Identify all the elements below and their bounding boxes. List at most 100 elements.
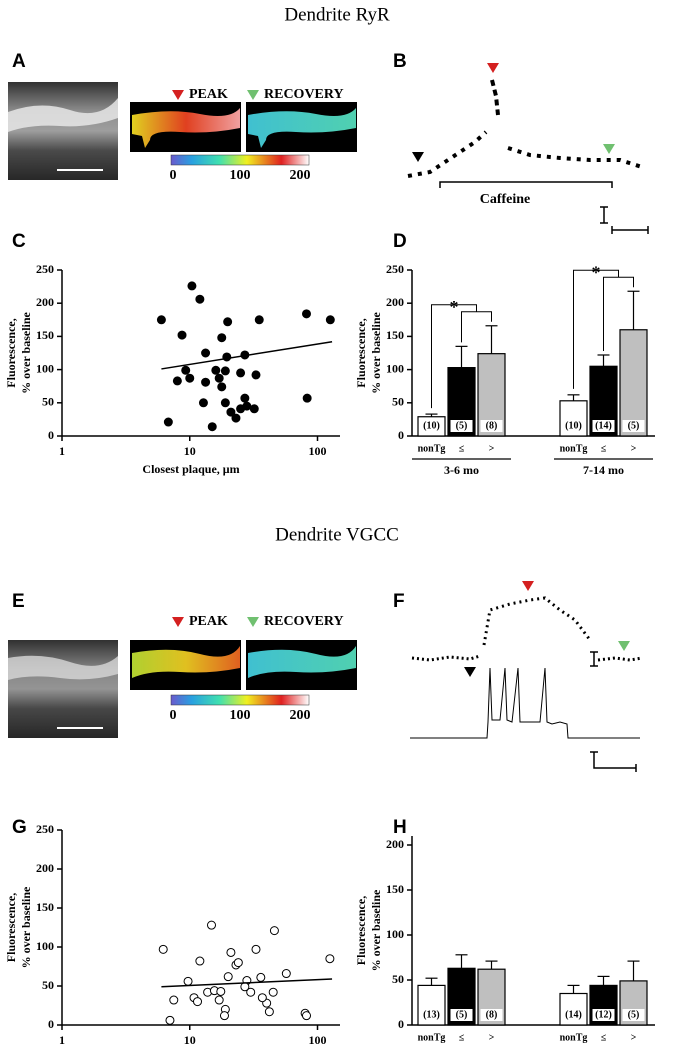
data-point — [219, 1011, 229, 1021]
n-label-bg — [450, 1009, 473, 1021]
data-point — [233, 958, 243, 968]
scale-bar — [590, 751, 637, 772]
recovery-label: RECOVERY — [264, 614, 344, 629]
voltage-trace — [410, 667, 640, 739]
data-point — [223, 317, 233, 327]
fit-line — [161, 978, 333, 988]
colorbar-tick: 100 — [230, 168, 251, 183]
y-tick-label: 200 — [36, 861, 54, 875]
y-tick-label: 250 — [36, 262, 54, 276]
micrograph-shade — [8, 640, 118, 738]
y-tick-label: 200 — [386, 837, 404, 851]
n-label: (14) — [595, 420, 612, 431]
data-point — [268, 987, 278, 997]
data-point — [251, 944, 261, 954]
colorbar-tick: 200 — [290, 708, 311, 723]
peak-marker — [172, 90, 184, 100]
panel-letter: B — [393, 51, 407, 72]
panel-letter: C — [12, 231, 26, 252]
n-label-bg — [420, 1009, 443, 1021]
peak-label: PEAK — [189, 87, 228, 102]
x-tick-label: nonTg — [418, 443, 446, 454]
x-tick-label: > — [489, 443, 495, 454]
image-panel: PEAK RECOVERY 0 100 200 — [8, 614, 357, 738]
data-point — [207, 422, 217, 432]
data-point — [251, 370, 261, 380]
x-tick-label: > — [631, 443, 637, 454]
dendrite-peak — [132, 646, 240, 678]
data-point — [269, 926, 279, 936]
data-point — [163, 417, 173, 427]
y-tick-label: 150 — [386, 328, 404, 342]
data-point — [222, 352, 232, 362]
n-label: (5) — [456, 420, 468, 431]
peak-marker — [172, 617, 184, 627]
y-tick-label: 150 — [36, 900, 54, 914]
data-point — [240, 393, 250, 403]
data-point — [249, 404, 259, 414]
data-point — [172, 376, 182, 386]
x-tick-label: > — [631, 1032, 637, 1043]
scale-bar — [590, 651, 598, 667]
y-axis-label: Fluorescence, — [354, 896, 368, 965]
calcium-trace — [411, 654, 481, 662]
data-point — [201, 348, 211, 358]
colorbar — [170, 694, 310, 706]
dendrite — [8, 98, 118, 132]
n-label-bg — [480, 1009, 503, 1021]
n-label: (8) — [486, 1009, 498, 1020]
y-tick-label: 0 — [398, 1017, 404, 1031]
n-label-bg — [622, 1009, 645, 1021]
caffeine-bracket — [439, 181, 613, 188]
baseline-marker — [412, 152, 424, 162]
data-point — [169, 995, 179, 1005]
peak-marker — [522, 581, 534, 591]
image-panel: PEAK RECOVERY 0 100 200 — [8, 82, 357, 183]
data-point — [256, 972, 266, 982]
n-label-bg — [622, 420, 645, 432]
x-tick-label: nonTg — [418, 1032, 446, 1043]
data-point — [185, 373, 195, 383]
data-point — [217, 333, 227, 343]
x-tick-label: 100 — [309, 1033, 327, 1046]
panel-letter: H — [393, 817, 407, 838]
n-label-bg — [562, 420, 585, 432]
n-label: (10) — [423, 420, 440, 431]
recovery-marker — [618, 641, 630, 651]
data-point — [242, 401, 252, 411]
n-label: (5) — [628, 420, 640, 431]
data-point — [214, 995, 224, 1005]
data-point — [193, 997, 203, 1007]
baseline-marker — [464, 667, 476, 677]
fit-line — [161, 340, 333, 370]
y-tick-label: 100 — [36, 361, 54, 375]
significance-bracket — [573, 269, 634, 389]
y-axis-label: % over baseline — [369, 889, 383, 971]
group-label: 7-14 mo — [583, 463, 624, 477]
n-label-bg — [592, 420, 615, 432]
data-point — [195, 294, 205, 304]
y-tick-label: 0 — [398, 428, 404, 442]
y-tick-label: 150 — [36, 328, 54, 342]
data-point — [254, 315, 264, 325]
y-tick-label: 250 — [36, 822, 54, 836]
y-tick-label: 0 — [48, 428, 54, 442]
data-point — [301, 1011, 311, 1021]
y-tick-label: 250 — [386, 262, 404, 276]
colorbar-tick: 0 — [170, 168, 177, 183]
n-label-bg — [480, 420, 503, 432]
panel-letter: A — [12, 51, 26, 72]
n-label-bg — [450, 420, 473, 432]
caffeine-label: Caffeine — [480, 192, 531, 207]
data-point — [281, 969, 291, 979]
significance-star: * — [592, 262, 601, 282]
data-point — [325, 954, 335, 964]
n-label: (10) — [565, 420, 582, 431]
x-axis-label: Closest plaque, μm — [142, 462, 239, 476]
panel-letter: F — [393, 591, 405, 612]
x-tick-label: nonTg — [560, 443, 588, 454]
trace-panel: Caffeine — [407, 63, 649, 234]
y-tick-label: 50 — [42, 395, 54, 409]
colorbar-tick: 100 — [230, 708, 251, 723]
